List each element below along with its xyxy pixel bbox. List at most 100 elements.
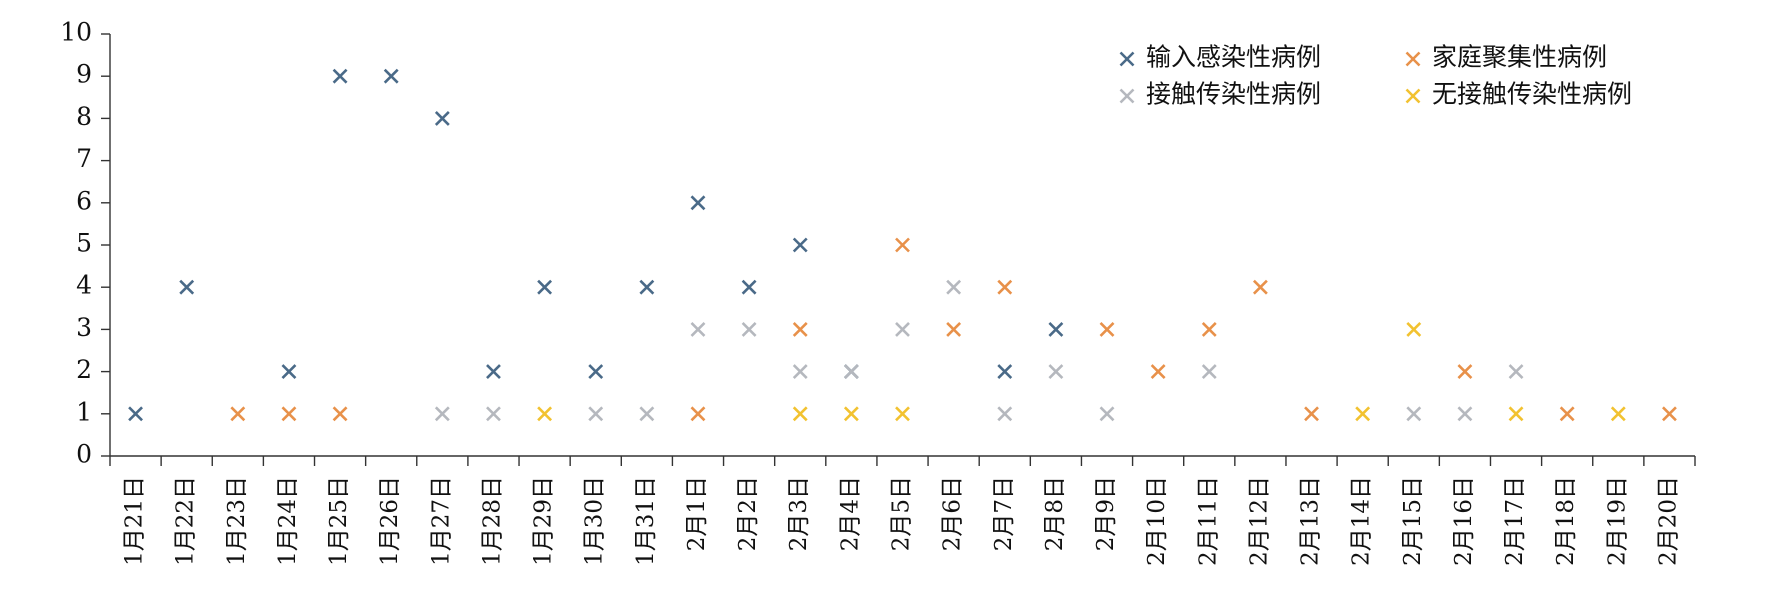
data-point-2 bbox=[1304, 406, 1319, 422]
legend-entry-2: 家庭聚集性病例 bbox=[1405, 43, 1607, 72]
x-ticks: 1月21日 1月22日 1月23日 1月24日 1月25日 1月26日 1月27日 1月28日… bbox=[109, 456, 1696, 566]
y-tick-label: 5 bbox=[76, 229, 92, 258]
data-point-4 bbox=[537, 406, 553, 422]
x-tick-label: 2月6日 bbox=[940, 476, 966, 551]
data-point-3 bbox=[434, 406, 450, 422]
data-point-2 bbox=[332, 406, 348, 422]
data-point-1 bbox=[690, 195, 706, 211]
x-tick-label: 1月22日 bbox=[173, 476, 199, 566]
data-point-3 bbox=[588, 406, 604, 422]
data-point-1 bbox=[486, 364, 501, 380]
legend-label: 输入感染性病例 bbox=[1146, 43, 1321, 72]
data-point-4 bbox=[1610, 406, 1626, 422]
data-point-3 bbox=[1099, 406, 1115, 422]
data-point-3 bbox=[639, 406, 655, 422]
data-point-1 bbox=[741, 279, 757, 295]
x-tick-label: 2月9日 bbox=[1093, 476, 1119, 551]
data-point-2 bbox=[1150, 364, 1166, 380]
data-point-2 bbox=[1662, 406, 1677, 422]
data-point-4 bbox=[1508, 406, 1524, 422]
x-tick-label: 2月17日 bbox=[1502, 476, 1528, 566]
x-tick-label: 2月1日 bbox=[684, 476, 710, 551]
data-point-1 bbox=[281, 364, 297, 380]
legend-marker-icon bbox=[1119, 88, 1135, 104]
data-point-1 bbox=[1048, 321, 1064, 337]
x-tick-label: 2月5日 bbox=[889, 476, 915, 551]
data-point-2 bbox=[1559, 406, 1575, 422]
data-point-3 bbox=[1457, 406, 1473, 422]
data-point-2 bbox=[230, 406, 246, 422]
data-point-3 bbox=[690, 321, 706, 337]
data-point-3 bbox=[895, 321, 910, 337]
data-point-1 bbox=[179, 279, 195, 295]
y-tick-label: 1 bbox=[76, 397, 92, 426]
x-tick-label: 1月28日 bbox=[479, 476, 505, 566]
x-tick-label: 2月15日 bbox=[1400, 476, 1426, 566]
data-point-3 bbox=[1048, 364, 1064, 380]
x-tick-label: 2月7日 bbox=[991, 476, 1017, 551]
y-tick-label: 8 bbox=[76, 102, 92, 131]
data-point-2 bbox=[895, 237, 910, 253]
data-point-3 bbox=[1508, 364, 1524, 380]
x-tick-label: 2月16日 bbox=[1451, 476, 1477, 566]
legend-marker-icon bbox=[1405, 51, 1421, 67]
data-point-2 bbox=[1099, 321, 1115, 337]
data-point-2 bbox=[997, 279, 1013, 295]
x-tick-label: 2月19日 bbox=[1604, 476, 1630, 566]
x-tick-label: 1月24日 bbox=[275, 476, 301, 566]
data-point-4 bbox=[843, 406, 859, 422]
data-point-2 bbox=[946, 321, 962, 337]
data-point-3 bbox=[946, 279, 962, 295]
data-point-1 bbox=[639, 279, 655, 295]
data-point-4 bbox=[792, 406, 808, 422]
legend-marker-icon bbox=[1405, 88, 1421, 104]
data-point-3 bbox=[997, 406, 1013, 422]
x-tick-label: 2月10日 bbox=[1144, 476, 1170, 566]
data-point-2 bbox=[1252, 279, 1268, 295]
y-tick-label: 2 bbox=[76, 355, 92, 384]
legend-entry-4: 无接触传染性病例 bbox=[1405, 80, 1632, 109]
data-point-3 bbox=[486, 406, 501, 422]
x-tick-label: 1月21日 bbox=[122, 476, 148, 566]
x-tick-label: 2月3日 bbox=[786, 476, 812, 551]
x-tick-label: 2月2日 bbox=[735, 476, 761, 551]
x-tick-label: 1月23日 bbox=[224, 476, 250, 566]
data-point-1 bbox=[792, 237, 808, 253]
x-tick-label: 2月4日 bbox=[837, 476, 863, 551]
legend-label: 无接触传染性病例 bbox=[1432, 80, 1632, 109]
data-point-2 bbox=[792, 321, 808, 337]
legend-entry-1: 输入感染性病例 bbox=[1119, 43, 1321, 72]
x-tick-label: 1月29日 bbox=[531, 476, 557, 566]
legend-label: 接触传染性病例 bbox=[1146, 80, 1321, 109]
data-point-3 bbox=[843, 364, 859, 380]
data-point-1 bbox=[997, 364, 1013, 380]
y-tick-label: 7 bbox=[76, 144, 92, 173]
x-tick-label: 1月31日 bbox=[633, 476, 659, 566]
y-tick-label: 3 bbox=[76, 313, 92, 342]
y-tick-label: 0 bbox=[76, 440, 92, 469]
data-point-3 bbox=[1201, 364, 1217, 380]
x-tick-label: 2月14日 bbox=[1349, 476, 1375, 566]
data-point-1 bbox=[128, 406, 143, 422]
x-tick-label: 2月12日 bbox=[1246, 476, 1272, 566]
data-point-3 bbox=[792, 364, 808, 380]
data-point-4 bbox=[1406, 321, 1422, 337]
data-point-2 bbox=[1201, 321, 1217, 337]
y-tick-label: 9 bbox=[76, 60, 92, 89]
y-tick-label: 6 bbox=[76, 186, 92, 215]
data-point-1 bbox=[383, 68, 399, 84]
legend-label: 家庭聚集性病例 bbox=[1432, 43, 1607, 72]
x-tick-label: 1月26日 bbox=[377, 476, 403, 566]
x-tick-label: 1月27日 bbox=[428, 476, 454, 566]
data-point-2 bbox=[281, 406, 297, 422]
x-tick-label: 1月25日 bbox=[326, 476, 352, 566]
x-tick-label: 1月30日 bbox=[582, 476, 608, 566]
y-tick-label: 4 bbox=[76, 271, 92, 300]
x-tick-label: 2月20日 bbox=[1655, 476, 1681, 566]
y-tick-label: 10 bbox=[60, 18, 92, 47]
data-point-1 bbox=[332, 68, 348, 84]
x-tick-label: 2月18日 bbox=[1553, 476, 1579, 566]
data-point-2 bbox=[690, 406, 706, 422]
